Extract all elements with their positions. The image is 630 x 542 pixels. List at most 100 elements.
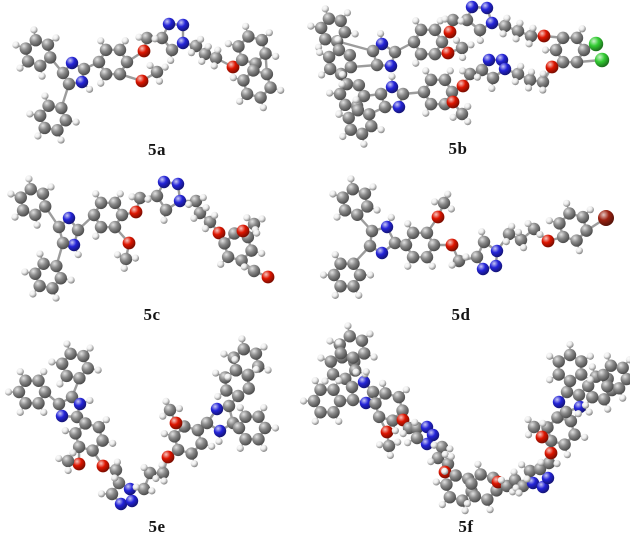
atom-C <box>604 359 618 372</box>
atom-C <box>336 191 349 204</box>
atom-C <box>19 374 32 387</box>
atom-H <box>375 441 384 449</box>
atom-H <box>94 366 102 374</box>
atom-H <box>524 84 533 92</box>
atom-C <box>171 443 185 457</box>
atom-C <box>52 397 66 411</box>
atom-C <box>239 433 252 446</box>
atom-H <box>243 214 251 222</box>
atom-C <box>42 99 55 112</box>
atom-C <box>616 361 629 375</box>
atom-C <box>51 124 64 137</box>
atom-H <box>52 294 60 302</box>
atom-H <box>524 431 533 439</box>
atom-C <box>254 91 267 104</box>
atom-C <box>322 50 336 64</box>
molecule-5f <box>299 322 630 515</box>
atom-C <box>455 107 469 121</box>
atom-C <box>527 222 541 236</box>
atom-H <box>36 250 44 258</box>
atom-O <box>445 238 459 252</box>
atom-C <box>36 187 50 200</box>
atom-C <box>396 87 410 101</box>
atom-C <box>612 382 626 395</box>
panel-label-5c: 5c <box>143 305 161 324</box>
atom-C <box>56 236 70 250</box>
atom-C <box>406 250 420 264</box>
atom-C <box>115 208 129 222</box>
atom-H <box>394 438 402 446</box>
atom-H <box>25 175 33 183</box>
atom-H <box>514 228 523 236</box>
atom-C <box>358 347 371 360</box>
atom-H <box>334 35 342 44</box>
atom-C <box>150 65 164 79</box>
atom-H <box>563 451 571 459</box>
atom-H <box>325 89 334 97</box>
atom-N <box>384 59 398 73</box>
atom-C <box>455 41 469 55</box>
atom-H <box>497 476 505 484</box>
atom-H <box>515 489 523 497</box>
atom-C <box>34 59 47 73</box>
atom-C <box>346 351 360 364</box>
atom-H <box>586 376 594 384</box>
panel-label-5a: 5a <box>148 140 166 159</box>
atom-H <box>578 25 586 33</box>
atom-H <box>55 454 63 463</box>
atom-H <box>121 37 129 45</box>
atom-H <box>152 474 160 483</box>
atom-H <box>524 219 532 228</box>
atom-H <box>253 229 261 237</box>
atom-C <box>424 97 438 111</box>
atom-C <box>351 208 364 222</box>
atom-C <box>420 250 434 264</box>
atom-H <box>399 430 407 438</box>
atom-H <box>198 57 206 65</box>
atom-C <box>575 368 588 381</box>
atom-H <box>316 48 324 57</box>
atom-C <box>33 279 46 293</box>
atom-N <box>489 259 503 273</box>
atom-H <box>131 254 140 262</box>
atom-H <box>344 322 352 330</box>
atom-C <box>314 406 327 419</box>
atom-N <box>67 238 81 252</box>
atom-C <box>355 334 369 347</box>
atom-C <box>481 493 494 506</box>
atom-C <box>563 207 576 220</box>
atom-H <box>4 388 13 396</box>
atom-N <box>375 37 389 51</box>
atom-H <box>151 35 159 43</box>
atom-H <box>92 190 100 198</box>
atom-H <box>258 215 266 223</box>
atom-O <box>129 205 143 219</box>
atom-C <box>570 55 584 69</box>
atom-C <box>572 388 586 402</box>
atom-C <box>185 447 198 460</box>
atom-H <box>321 5 329 13</box>
atom-H <box>57 136 65 144</box>
atom-C <box>50 259 63 273</box>
atom-C <box>596 368 610 382</box>
atom-H <box>242 22 250 30</box>
atom-H <box>40 368 48 376</box>
atom-H <box>326 337 334 345</box>
atom-C <box>252 410 265 423</box>
atom-C <box>165 43 179 57</box>
atom-H <box>259 104 267 112</box>
atom-C <box>511 67 525 81</box>
atom-H <box>217 260 225 268</box>
atom-C <box>343 48 357 62</box>
atom-N <box>359 396 373 410</box>
atom-H <box>132 483 140 491</box>
atom-C <box>355 127 369 141</box>
atom-C <box>24 182 37 196</box>
atom-O <box>446 95 460 109</box>
atom-H <box>335 110 343 118</box>
atom-C <box>372 410 386 424</box>
atom-H <box>21 268 29 276</box>
atom-H <box>452 36 461 44</box>
atom-H <box>446 67 454 75</box>
